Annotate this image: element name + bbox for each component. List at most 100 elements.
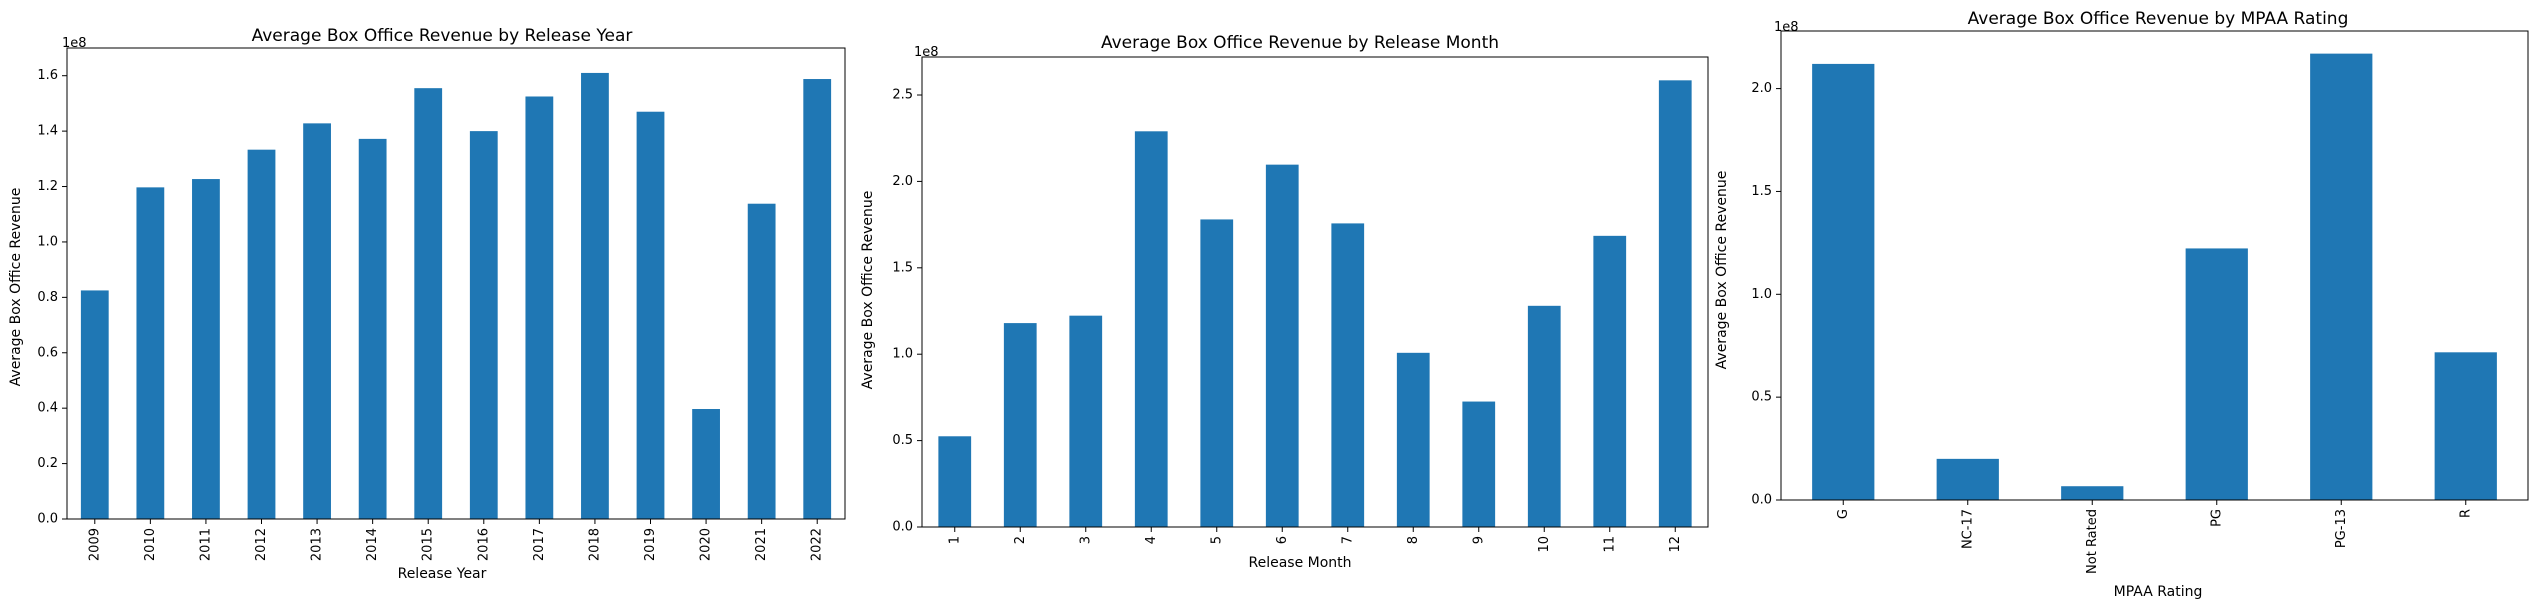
x-tick-label: 2015 xyxy=(421,528,436,561)
y-multiplier-label: 1e8 xyxy=(914,45,939,60)
x-tick-label: 2016 xyxy=(476,528,491,561)
bar-2018 xyxy=(581,72,609,519)
y-tick-label: 0.0 xyxy=(892,520,913,535)
x-tick-label: 8 xyxy=(1406,536,1421,544)
y-multiplier-label: 1e8 xyxy=(62,36,87,51)
y-tick-label: 2.5 xyxy=(892,88,913,103)
y-axis-ticks: 0.0 0.5 1.0 1.5 2.0 xyxy=(1751,81,1781,508)
x-tick-label: 12 xyxy=(1668,536,1683,553)
bar-2015 xyxy=(414,88,443,520)
x-axis-label: MPAA Rating xyxy=(2114,584,2203,600)
bar-1 xyxy=(938,436,972,527)
x-tick-label: 2009 xyxy=(87,528,102,561)
bar-2011 xyxy=(192,179,220,520)
bar-2010 xyxy=(136,187,165,520)
bars xyxy=(938,80,1692,528)
y-axis-label: Average Box Office Revenue xyxy=(8,188,24,387)
bar-2014 xyxy=(358,138,387,519)
plot-frame xyxy=(921,56,1709,528)
x-tick-label: 2013 xyxy=(310,528,325,561)
y-tick-label: 1.5 xyxy=(1751,184,1772,199)
y-multiplier-label: 1e8 xyxy=(1774,20,1799,35)
y-tick-label: 1.0 xyxy=(1751,287,1772,302)
bar-10 xyxy=(1527,305,1561,527)
x-tick-label: PG xyxy=(2209,509,2224,527)
x-tick-label: R xyxy=(2458,509,2473,518)
y-tick-label: 0.5 xyxy=(1751,390,1772,405)
bar-2009 xyxy=(80,290,109,519)
bar-2017 xyxy=(525,96,554,520)
x-tick-label: Not Rated xyxy=(2085,509,2100,574)
bar-5 xyxy=(1200,219,1234,527)
x-tick-label: G xyxy=(1836,509,1851,519)
y-tick-label: 0.4 xyxy=(37,401,58,416)
bar-9 xyxy=(1462,401,1496,527)
bars xyxy=(1812,53,2497,500)
bar-Not Rated xyxy=(2061,486,2124,500)
x-tick-label: 3 xyxy=(1078,536,1093,544)
chart-title: Average Box Office Revenue by MPAA Ratin… xyxy=(1968,9,2349,29)
x-axis-label: Release Month xyxy=(1248,555,1351,571)
bar-11 xyxy=(1593,235,1627,527)
y-tick-label: 2.0 xyxy=(1751,81,1772,96)
y-tick-label: 1.0 xyxy=(892,347,913,362)
y-tick-label: 0.0 xyxy=(37,512,58,527)
x-tick-label: 6 xyxy=(1275,536,1290,544)
y-tick-label: 0.6 xyxy=(37,345,58,360)
y-tick-label: 1.5 xyxy=(892,260,913,275)
x-tick-label: 2021 xyxy=(754,528,769,561)
y-axis-ticks: 0.0 0.5 1.0 1.5 2.0 2.5 xyxy=(892,88,922,535)
x-tick-label: 10 xyxy=(1537,536,1552,553)
bar-2021 xyxy=(747,203,776,519)
bar-2012 xyxy=(247,149,276,519)
chart-title: Average Box Office Revenue by Release Mo… xyxy=(1101,33,1499,53)
x-tick-label: 2010 xyxy=(143,528,158,561)
x-tick-label: PG-13 xyxy=(2334,509,2349,548)
bar-2 xyxy=(1003,323,1037,527)
bar-3 xyxy=(1069,315,1103,527)
x-axis-ticks: G NC-17 Not Rated PG PG-13 R xyxy=(1836,500,2473,574)
x-tick-label: 11 xyxy=(1602,536,1617,553)
y-tick-label: 1.0 xyxy=(37,234,58,249)
y-tick-label: 1.6 xyxy=(37,68,58,83)
y-tick-label: 1.2 xyxy=(37,179,58,194)
bar-2019 xyxy=(636,111,665,519)
x-tick-label: 2011 xyxy=(198,528,213,561)
y-tick-label: 2.0 xyxy=(892,174,913,189)
x-axis-label: Release Year xyxy=(398,566,487,582)
y-axis-label: Average Box Office Revenue xyxy=(1714,171,1730,370)
bar-8 xyxy=(1396,352,1430,527)
x-tick-label: 2019 xyxy=(643,528,658,561)
y-tick-label: 0.2 xyxy=(37,456,58,471)
bar-R xyxy=(2434,352,2497,500)
x-tick-label: 1 xyxy=(947,536,962,544)
x-tick-label: 9 xyxy=(1471,536,1486,544)
plot-frame xyxy=(66,47,846,520)
chart-title: Average Box Office Revenue by Release Ye… xyxy=(252,26,633,46)
bar-NC-17 xyxy=(1936,458,1999,500)
x-tick-label: 7 xyxy=(1340,536,1355,544)
x-tick-label: 2012 xyxy=(254,528,269,561)
plot-frame xyxy=(1780,30,2529,501)
y-axis-ticks: 0.0 0.2 0.4 0.6 0.8 1.0 1.2 1.4 1.6 xyxy=(37,68,67,527)
bar-7 xyxy=(1331,223,1365,527)
bars xyxy=(80,72,832,520)
bar-2016 xyxy=(469,131,498,519)
chart-release-year: Average Box Office Revenue by Release Ye… xyxy=(8,26,846,582)
x-tick-label: 2017 xyxy=(532,528,547,561)
chart-release-month: Average Box Office Revenue by Release Mo… xyxy=(860,33,1709,571)
x-tick-label: 2014 xyxy=(365,528,380,561)
chart-mpaa-rating: Average Box Office Revenue by MPAA Ratin… xyxy=(1714,9,2529,600)
x-tick-label: 4 xyxy=(1144,536,1159,544)
y-axis-label: Average Box Office Revenue xyxy=(860,191,876,390)
y-tick-label: 0.0 xyxy=(1751,493,1772,508)
y-tick-label: 1.4 xyxy=(37,124,58,139)
bar-PG xyxy=(2185,248,2248,500)
x-axis-ticks: 2009 2010 2011 2012 2013 2014 2015 2016 2017 2018… xyxy=(87,519,825,561)
x-tick-label: 5 xyxy=(1209,536,1224,544)
bar-PG-13 xyxy=(2310,53,2373,500)
x-tick-label: 2020 xyxy=(699,528,714,561)
bar-2013 xyxy=(303,123,331,520)
y-tick-label: 0.5 xyxy=(892,433,913,448)
